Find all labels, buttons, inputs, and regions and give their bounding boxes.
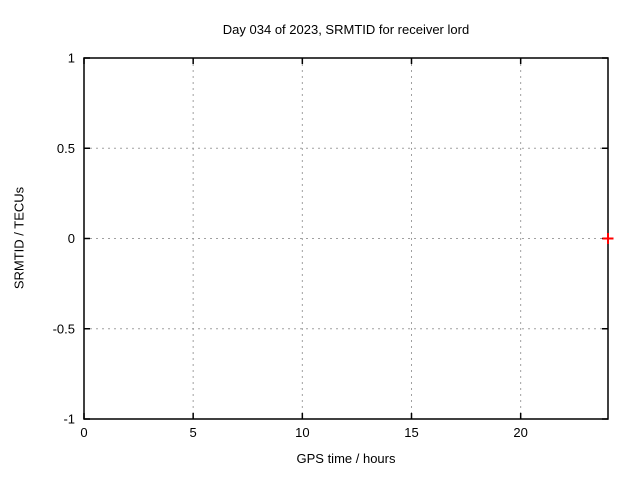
x-axis-label: GPS time / hours [296, 451, 396, 466]
x-tick-label: 20 [513, 425, 527, 440]
y-tick-label: -0.5 [53, 321, 75, 336]
y-tick-label: 1 [68, 51, 75, 66]
x-tick-label: 0 [80, 425, 87, 440]
x-tick-label: 5 [190, 425, 197, 440]
y-axis-label: SRMTID / TECUs [11, 186, 27, 290]
chart-title: Day 034 of 2023, SRMTID for receiver lor… [222, 22, 470, 37]
x-tick-label: 15 [404, 425, 418, 440]
y-tick-label: 0.5 [57, 141, 75, 156]
y-tick-label: 0 [68, 231, 75, 246]
y-tick-label: -1 [63, 412, 75, 427]
x-tick-label: 10 [295, 425, 309, 440]
